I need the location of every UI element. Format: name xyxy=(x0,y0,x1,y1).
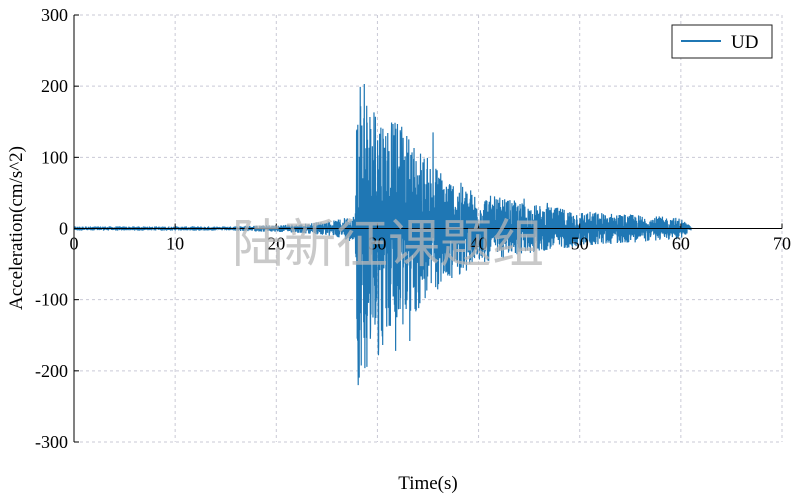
y-tick-label-0: 0 xyxy=(59,219,68,239)
grid xyxy=(74,14,783,443)
x-tick-label-60: 60 xyxy=(672,234,690,254)
y-tick-label--100: -100 xyxy=(35,290,68,310)
x-tick-label-50: 50 xyxy=(571,234,589,254)
series-line-ud xyxy=(73,84,693,386)
x-tick-label-30: 30 xyxy=(368,234,386,254)
y-axis-label: Acceleration(cm/s^2) xyxy=(6,146,27,310)
x-tick-label-40: 40 xyxy=(470,234,488,254)
x-axis-label: Time(s) xyxy=(398,473,457,494)
x-tick-label-10: 10 xyxy=(166,234,184,254)
legend: UD xyxy=(671,24,773,59)
x-tick-label-20: 20 xyxy=(267,234,285,254)
y-tick-label-300: 300 xyxy=(41,5,68,25)
y-tick-label-100: 100 xyxy=(41,147,68,167)
ticks: 0 10 20 30 40 50 60 70 -300 -200 -100 0 100 200 300 xyxy=(35,5,791,452)
legend-label-ud: UD xyxy=(731,32,758,53)
x-tick-label-0: 0 xyxy=(70,234,79,254)
y-tick-label--200: -200 xyxy=(35,361,68,381)
y-tick-label-200: 200 xyxy=(41,76,68,96)
watermark: 陆新征课题组 xyxy=(232,215,544,275)
y-tick-label--300: -300 xyxy=(35,432,68,452)
series-ud xyxy=(73,84,693,386)
x-tick-label-70: 70 xyxy=(773,234,791,254)
